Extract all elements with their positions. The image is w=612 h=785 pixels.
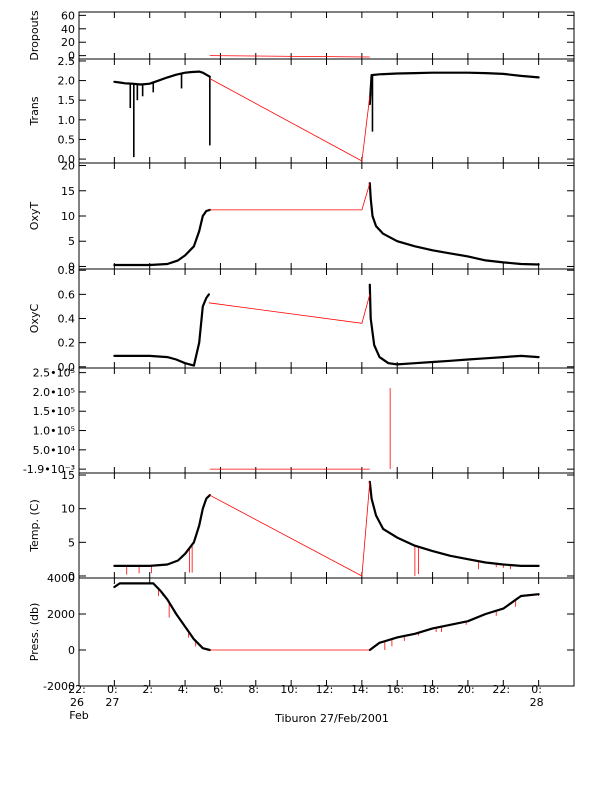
series-line-red [209, 78, 371, 162]
x-tick-label: 22: [492, 683, 510, 696]
chart-panels: 6040200Dropouts2.52.01.51.00.50.0Trans20… [23, 9, 575, 693]
y-tick-label: 0.4 [58, 313, 76, 326]
y-tick-label: 4000 [47, 572, 75, 585]
x-tick-label: 27 [105, 696, 119, 709]
panel-frame [78, 11, 575, 60]
y-tick-label: 15 [61, 185, 75, 198]
panel-data [209, 388, 391, 470]
y-tick-label: 5.0•10⁴ [33, 444, 76, 457]
y-axis-label: Dropouts [28, 10, 41, 60]
panel-data [113, 70, 540, 162]
series-line [113, 208, 211, 267]
y-tick-label: 0 [68, 570, 75, 583]
y-tick-label: 1.5 [58, 94, 76, 107]
y-tick-label: 0.5 [58, 133, 76, 146]
panel-4: 0.8 0.6 0.4 0.2 0.0 OxyC [28, 264, 575, 374]
x-tick-label: Feb [69, 709, 88, 722]
panel-frame [78, 472, 575, 579]
y-axis-label: Temp. (C) [28, 499, 41, 553]
x-tick-label: 26 [70, 696, 84, 709]
series-line [368, 71, 540, 106]
x-axis-title: Tiburon 27/Feb/2001 [274, 712, 389, 725]
y-tick-label: 10 [61, 210, 75, 223]
series-line [113, 70, 211, 86]
panel-data [113, 480, 540, 577]
y-tick-label: 0 [68, 50, 75, 63]
y-axis-label: OxyT [28, 202, 41, 231]
x-tick-label: 0: [531, 683, 542, 696]
y-tick-label: 2000 [47, 608, 75, 621]
x-tick-label: 8: [248, 683, 259, 696]
x-tick-label: 22: [68, 683, 86, 696]
panel-frame [78, 162, 575, 270]
x-tick-label: 4: [178, 683, 189, 696]
y-tick-label: 5 [68, 536, 75, 549]
series-line-red [208, 294, 371, 324]
y-tick-label: 1.0 [58, 114, 76, 127]
y-tick-label: 20 [61, 160, 75, 173]
x-tick-label: 16: [386, 683, 404, 696]
y-tick-label: 1.5•10⁵ [33, 405, 75, 418]
series-line [113, 293, 210, 367]
y-tick-label: 1.0•10⁵ [33, 425, 75, 438]
panel-2: 2.5 2.0 1.5 1.0 0.5 0.0 Trans [28, 55, 575, 166]
x-tick-label: 20: [457, 683, 475, 696]
x-tick-label: 28 [530, 696, 544, 709]
panel-3: 20 15 10 5 0 OxyT [28, 160, 575, 273]
panel-5: 2.5•10⁵ 2.0•10⁵ 1.5•10⁵ 1.0•10⁵ 5.0•10⁴ -1.9•… [23, 367, 575, 476]
y-tick-label: 20 [61, 36, 75, 49]
panel-data [209, 55, 370, 58]
x-tick-label: 14: [351, 683, 369, 696]
y-tick-label: 0.6 [58, 288, 76, 301]
y-tick-label: 15 [61, 469, 75, 482]
series-line [368, 283, 540, 366]
series-line [113, 582, 211, 652]
y-tick-label: 0.2 [58, 337, 76, 350]
panel-data [113, 582, 540, 652]
x-tick-label: 18: [422, 683, 440, 696]
series-line [368, 182, 540, 266]
panel-frame [78, 367, 575, 474]
y-tick-label: 0 [68, 260, 75, 273]
y-tick-label: -1.9•10⁻³ [23, 463, 75, 476]
y-tick-label: 2.5 [58, 55, 76, 68]
series-line-red [209, 183, 371, 211]
y-axis-label: OxyC [28, 304, 41, 334]
y-tick-label: 0.0 [58, 361, 76, 374]
y-tick-label: 0.0 [58, 153, 76, 166]
series-line [368, 480, 540, 568]
series-line-red [209, 55, 370, 58]
x-tick-label: 10: [280, 683, 298, 696]
panel-frame [78, 577, 575, 687]
series-line [113, 494, 211, 568]
x-tick-label: 2: [142, 683, 153, 696]
y-tick-label: 0.8 [58, 264, 76, 277]
y-tick-label: -2000 [43, 680, 75, 693]
x-tick-label: 12: [316, 683, 334, 696]
y-tick-label: 2.0 [58, 75, 76, 88]
panel-data [113, 182, 540, 267]
y-axis-label: Press. (db) [28, 603, 41, 662]
y-tick-label: 5 [68, 235, 75, 248]
series-line-red [209, 481, 371, 577]
series-line [368, 593, 540, 652]
y-tick-label: 10 [61, 503, 75, 516]
panel-data [113, 283, 540, 367]
y-axis-label: Trans [28, 96, 41, 126]
x-tick-label: 0: [107, 683, 118, 696]
y-tick-label: 2.5•10⁵ [33, 367, 75, 380]
y-tick-label: 60 [61, 9, 75, 22]
y-tick-label: 2.0•10⁵ [33, 386, 75, 399]
panel-7: 4000 2000 0 -2000 Press. (db) [28, 572, 575, 693]
y-tick-label: 40 [61, 23, 75, 36]
y-tick-label: 0 [68, 644, 75, 657]
x-tick-label: 6: [213, 683, 224, 696]
panel-6: 15 10 5 0 Temp. (C) [28, 469, 575, 583]
